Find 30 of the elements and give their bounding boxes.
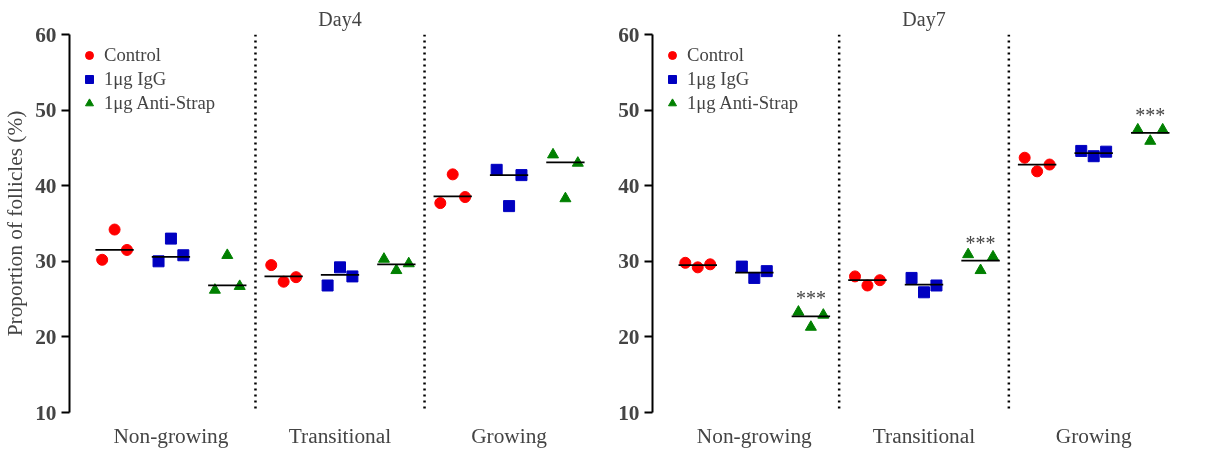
y-tick-label: 30 <box>35 249 57 274</box>
y-tick-label: 60 <box>618 22 640 47</box>
y-tick-label: 10 <box>618 400 640 425</box>
y-tick-label: 30 <box>618 249 640 274</box>
chart-title: Day4 <box>318 7 362 31</box>
legend-label: 1μg IgG <box>687 68 750 90</box>
text: *** <box>965 231 996 254</box>
text: *** <box>795 287 826 310</box>
y-tick-label: 20 <box>35 324 57 349</box>
x-tick-label: Non-growing <box>696 423 813 448</box>
legend-label: Control <box>687 44 745 66</box>
x-tick-label: Transitional <box>872 423 976 448</box>
y-tick-label: 20 <box>618 324 640 349</box>
y-tick-label: 10 <box>35 400 57 425</box>
chart-title: Day7 <box>902 7 946 31</box>
y-axis-title: Proportion of follicles (%) <box>3 110 28 337</box>
y-tick-label: 60 <box>35 22 57 47</box>
x-tick-label: Non-growing <box>113 423 229 448</box>
legend-label: Control <box>104 44 162 66</box>
x-tick-label: Growing <box>1055 423 1132 448</box>
text: *** <box>1135 103 1166 126</box>
legend-label: 1μg Anti-Strap <box>104 92 216 114</box>
legend-label: 1μg Anti-Strap <box>687 92 799 114</box>
x-tick-label: Transitional <box>288 423 392 448</box>
x-tick-label: Growing <box>471 423 548 448</box>
legend-label: 1μg IgG <box>104 68 167 90</box>
y-tick-label: 50 <box>35 98 57 123</box>
y-tick-label: 50 <box>618 98 640 123</box>
y-tick-label: 40 <box>618 173 640 198</box>
y-tick-label: 40 <box>35 173 57 198</box>
